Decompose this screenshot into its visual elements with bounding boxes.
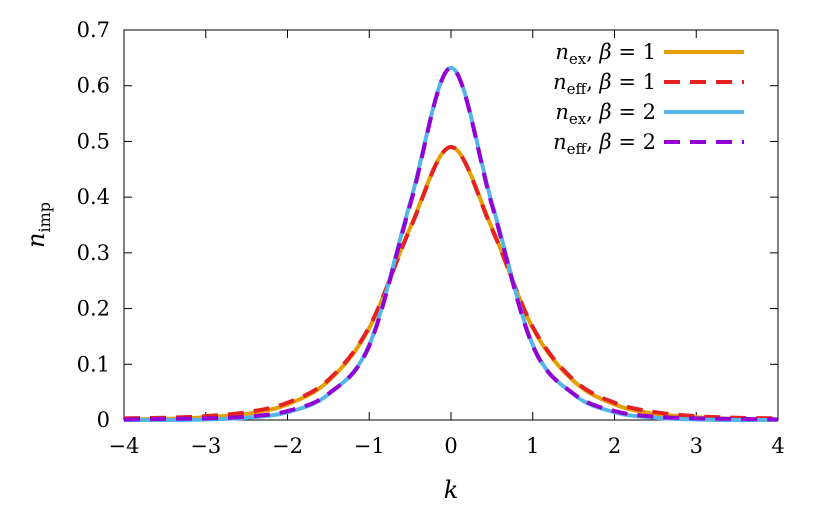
y-tick-label: 0.4 — [77, 185, 110, 209]
legend-label-2: neff, β = 1 — [553, 70, 656, 98]
series-line-3 — [123, 65, 779, 423]
legend-label-4: neff, β = 2 — [553, 130, 656, 158]
legend-label-3: nex, β = 2 — [555, 100, 656, 128]
y-tick-label: 0.3 — [77, 241, 110, 265]
plot-frame — [123, 29, 779, 421]
x-tick-label: −2 — [272, 434, 303, 458]
x-tick-label: 3 — [690, 434, 703, 458]
series-line-1 — [123, 145, 779, 422]
y-axis-title-sub: imp — [35, 202, 54, 233]
x-tick-label: 0 — [444, 434, 457, 458]
series-lines — [123, 65, 779, 423]
series-line-2 — [123, 145, 779, 421]
y-axis-title-main: n — [22, 233, 50, 248]
y-tick-label: 0.6 — [77, 74, 110, 98]
series-line-4 — [123, 65, 779, 422]
x-tick-label: −4 — [109, 434, 140, 458]
y-tick-label: 0.5 — [77, 129, 110, 153]
y-tick-label: 0.1 — [77, 352, 110, 376]
legend-label-1: nex, β = 1 — [555, 40, 656, 68]
x-tick-label: −3 — [190, 434, 221, 458]
x-tick-label: 2 — [608, 434, 621, 458]
y-tick-label: 0.7 — [77, 18, 110, 42]
y-tick-label: 0 — [97, 408, 110, 432]
x-tick-label: −1 — [354, 434, 385, 458]
x-tick-label: 4 — [771, 434, 784, 458]
y-tick-label: 0.2 — [77, 297, 110, 321]
x-axis-title: k — [444, 476, 459, 504]
y-axis-title: nimp — [22, 202, 54, 248]
x-tick-label: 1 — [526, 434, 539, 458]
svg-text:nimp: nimp — [22, 202, 54, 248]
axis-ticks: −4 −3 −2 −1 0 1 2 3 4 0 0.1 0.2 0.3 0.4 0.5 0.6 0.7 — [77, 18, 785, 458]
